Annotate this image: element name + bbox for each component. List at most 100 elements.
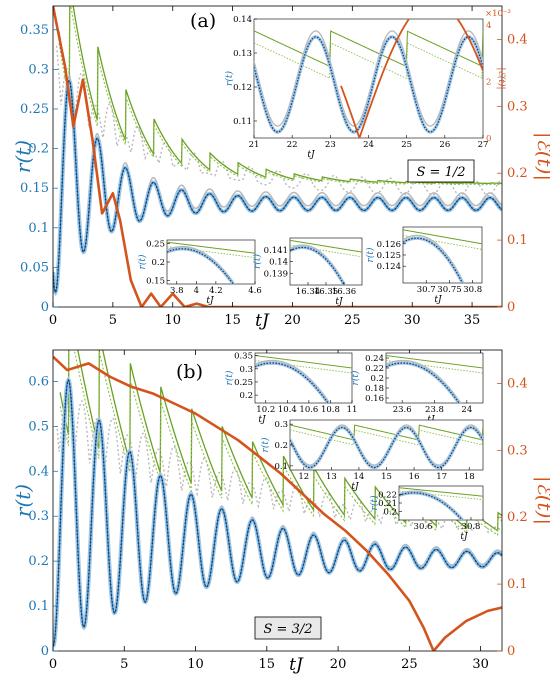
inset-series-gray: [167, 245, 236, 284]
inset-x-tick-label: 16.35: [314, 287, 338, 297]
x-tick-label: 15: [224, 313, 241, 328]
inset-series-blue-dotted: [290, 426, 483, 469]
inset-y-axis-label: r(t): [224, 370, 235, 385]
x-tick-label: 10: [187, 657, 204, 672]
inset-x-tick-label: 30.6: [414, 522, 433, 532]
inset-x-tick-label: 4.2: [209, 286, 223, 296]
inset: 12 13 14 15 16 17 18 0.1 0.2 0.3r(t) tJ: [260, 419, 484, 492]
inset-y-tick-label: 0.124: [377, 262, 401, 272]
inset-y-tick-label: 0.141: [264, 246, 288, 256]
inset-y-tick-label: 0.125: [377, 251, 401, 261]
inset-right-tick-label: 0: [486, 134, 491, 144]
inset-x-tick-label: 25: [401, 140, 412, 150]
inset-x-tick-label: 30.8: [463, 285, 482, 295]
inset-frame: [253, 18, 484, 139]
inset-plot: [399, 487, 483, 520]
y-tick-label-left: 0: [41, 300, 49, 315]
x-tick-label: 0: [49, 657, 57, 672]
x-tick-label: 15: [259, 657, 276, 672]
x-tick-label: 35: [464, 313, 481, 328]
inset-x-axis-label: tJ: [460, 532, 469, 542]
inset-y-tick-label: 0.18: [365, 384, 384, 394]
inset-x-axis-label: tJ: [206, 296, 215, 306]
y-tick-label-left: 0.15: [20, 181, 49, 196]
inset-series-blue-dotted: [254, 36, 483, 133]
inset-x-tick-label: 23.6: [393, 405, 412, 415]
spin-label-box: [254, 616, 322, 640]
inset-y-tick-label: 0.35: [234, 352, 253, 362]
inset-y-tick-label: 0.14: [269, 258, 288, 268]
inset-series-green: [403, 229, 482, 245]
inset-y-tick-label: 0.2: [370, 374, 384, 384]
inset-series-gray: [386, 359, 462, 403]
inset-y-tick-label: 0.2: [239, 391, 253, 401]
inset-x-tick-label: 23: [325, 140, 336, 150]
inset-y-axis-label: r(t): [365, 247, 376, 262]
inset-x-tick-label: 26: [439, 140, 450, 150]
inset-x-tick-label: 22: [287, 140, 298, 150]
inset: 30.6 30.8 0.20.210.22r(t) tJ: [369, 485, 484, 542]
inset-x-tick-label: 18: [464, 472, 475, 482]
series-green-dotted: [59, 350, 502, 536]
inset-x-axis-label: tJ: [434, 295, 443, 305]
series-blue-dotted: [53, 80, 502, 294]
y-axis-label-left: r(t): [11, 140, 35, 173]
y-tick-label-right: 0.3: [507, 99, 528, 114]
inset-y-tick-label: 0.1: [274, 462, 288, 472]
inset-y-axis-label-right: |ℰ(t)|: [496, 67, 507, 89]
inset-x-tick-label: 21: [249, 140, 260, 150]
inset-y-axis-label: r(t): [224, 71, 235, 86]
inset-x-tick-label: 11: [347, 405, 358, 415]
inset-y-axis-label: r(t): [260, 437, 271, 452]
inset: 3.8 4 4.2 4.6 0.15 0.2 0.25 r(t) tJ: [137, 240, 262, 306]
plot-frame: [52, 5, 503, 308]
inset-x-tick-label: 3.8: [170, 286, 184, 296]
series-green-solid: [58, 6, 502, 185]
inset-plot: [290, 424, 483, 470]
y-tick-label-left: 0.1: [28, 599, 49, 614]
panel-a: 0 5 10 15 20 25 30 3500.050.10.150.20.250.30.35…: [11, 5, 550, 331]
inset-y-tick-label: 0.13: [233, 49, 252, 59]
inset-x-tick-label: 10.6: [299, 405, 318, 415]
inset-series-green-dotted: [254, 42, 483, 80]
inset-plot: [167, 241, 255, 284]
inset-x-tick-label: 10.4: [278, 405, 297, 415]
panel-label: (a): [190, 10, 216, 32]
inset-right-exponent: ×10⁻³: [485, 9, 511, 19]
inset-y-tick-label: 0.22: [365, 364, 384, 374]
y-tick-label-left: 0.2: [28, 142, 49, 157]
y-tick-label-right: 0: [507, 644, 515, 659]
inset-series-green: [254, 30, 483, 68]
inset-y-axis-label: r(t): [252, 254, 263, 269]
inset-series-green: [167, 241, 255, 254]
inset-series-blue-dotted: [255, 362, 329, 403]
y-tick-label-left: 0.4: [28, 464, 49, 479]
inset-y-axis-label: r(t): [137, 254, 148, 269]
x-tick-label: 10: [164, 313, 181, 328]
inset-series-blue-band: [399, 491, 465, 520]
y-tick-label-left: 0.5: [28, 419, 49, 434]
inset-series-blue-dotted: [290, 246, 345, 285]
inset-series-gray: [403, 234, 465, 283]
series-green-dotted: [58, 6, 502, 186]
x-axis-label: tJ: [255, 311, 270, 331]
inset-y-tick-label: 0.3: [274, 420, 288, 430]
inset-y-tick-label: 0.15: [146, 276, 165, 286]
y-tick-label-right: 0.1: [507, 577, 528, 592]
y-tick-label-left: 0.1: [28, 221, 49, 236]
inset-x-tick-label: 30.7: [417, 285, 436, 295]
inset-x-tick-label: 17: [436, 472, 447, 482]
y-tick-label-right: 0.1: [507, 233, 528, 248]
inset-series-green-dotted: [290, 429, 483, 446]
series-blue-dotted: [53, 379, 502, 646]
inset-series-green-dotted: [399, 490, 483, 501]
inset: 024×10⁻³|ℰ(t)|21 22 23 24 25 26 270.110.120.13…: [224, 9, 511, 160]
y-tick-label-left: 0.05: [20, 260, 49, 275]
x-tick-label: 20: [330, 657, 347, 672]
spin-label: S = 1/2: [417, 165, 466, 180]
inset-series-blue-band: [403, 236, 465, 283]
y-tick-label-left: 0.3: [28, 62, 49, 77]
inset-plot: [386, 355, 483, 403]
